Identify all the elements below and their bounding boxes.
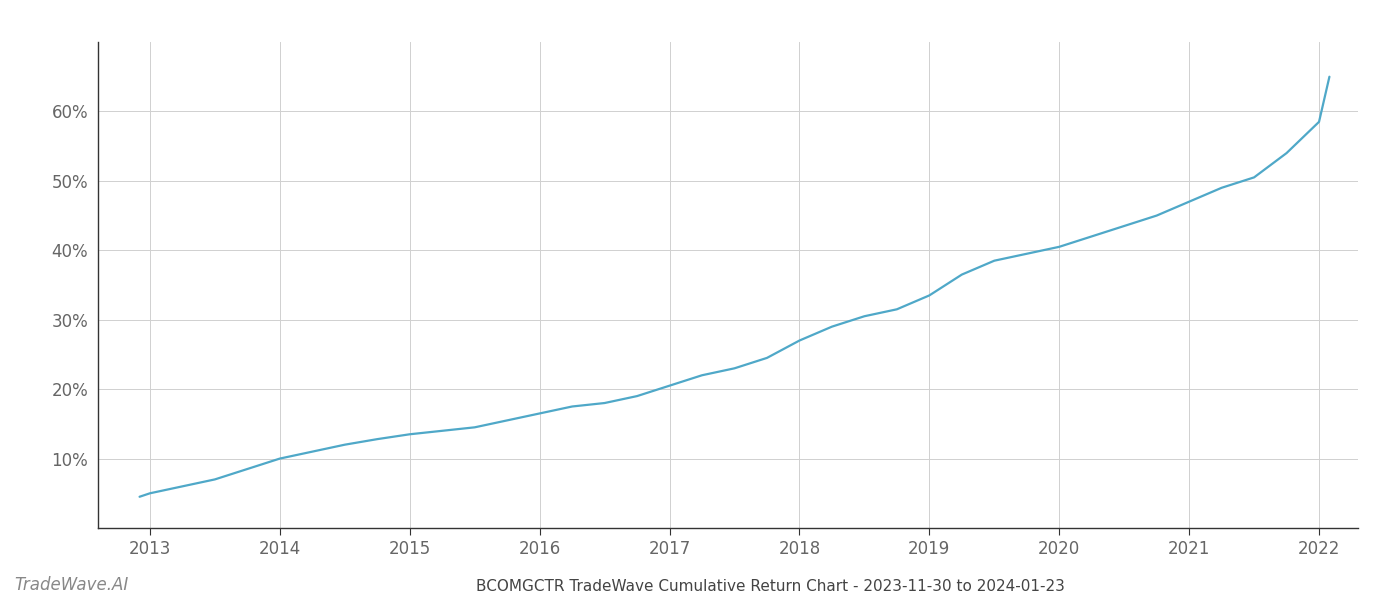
Text: TradeWave.AI: TradeWave.AI [14,576,129,594]
Text: BCOMGCTR TradeWave Cumulative Return Chart - 2023-11-30 to 2024-01-23: BCOMGCTR TradeWave Cumulative Return Cha… [476,579,1064,594]
